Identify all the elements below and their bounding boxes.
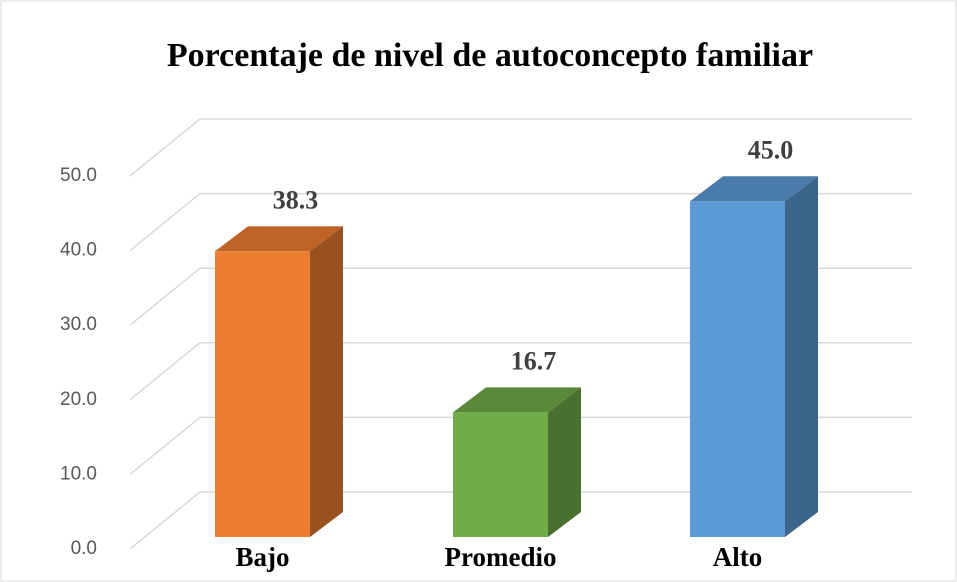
grid-line: [129, 416, 912, 475]
y-tick-label: 10.0: [60, 463, 97, 484]
y-tick-label: 0.0: [71, 538, 97, 559]
y-tick-label: 50.0: [60, 165, 97, 186]
bar-top: [690, 176, 818, 202]
bar-side: [310, 226, 343, 538]
value-label: 45.0: [748, 135, 794, 164]
bar-side: [548, 387, 581, 537]
value-label: 16.7: [511, 346, 557, 375]
bar-side: [785, 176, 818, 538]
x-tick-label: Alto: [713, 542, 763, 572]
grid-line: [129, 342, 912, 401]
bar-top: [215, 226, 343, 252]
y-tick-label: 40.0: [60, 240, 97, 261]
y-tick-label: 20.0: [60, 389, 97, 410]
bar-front: [453, 412, 548, 537]
y-tick-label: 30.0: [60, 314, 97, 335]
grid-line: [129, 491, 912, 550]
bar-front: [215, 251, 310, 538]
grid-line: [129, 192, 912, 252]
grid-line: [129, 118, 912, 177]
chart-title: Porcentaje de nivel de autoconcepto fami…: [167, 37, 813, 74]
bar-top: [453, 387, 581, 413]
bar-front: [690, 201, 785, 538]
grid-line: [129, 267, 912, 326]
x-tick-label: Promedio: [445, 542, 557, 572]
value-label: 38.3: [273, 185, 319, 214]
x-tick-label: Bajo: [236, 542, 290, 572]
